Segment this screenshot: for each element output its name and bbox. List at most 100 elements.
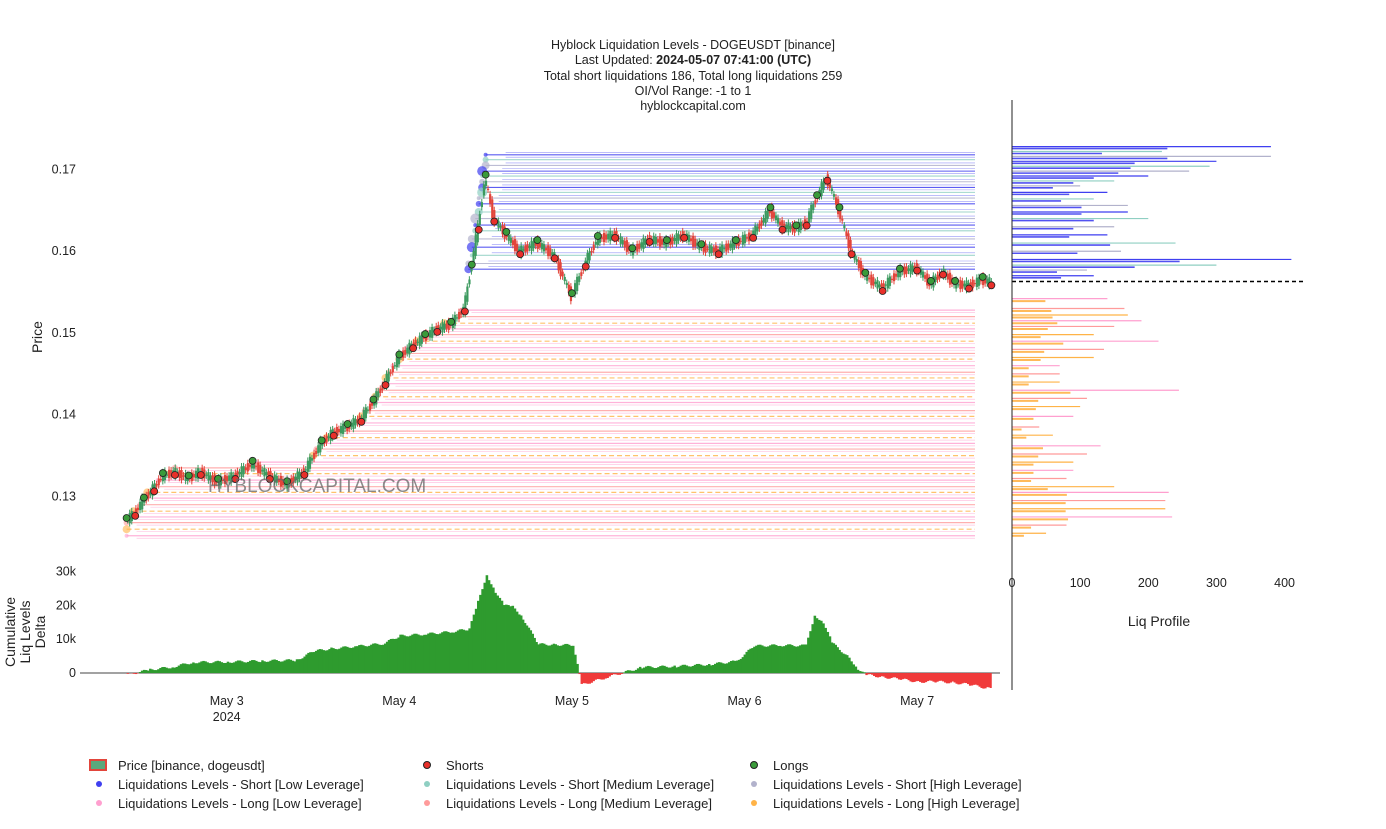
delta-bar — [989, 673, 992, 688]
delta-bar — [362, 645, 365, 674]
profile-tick-label: 0 — [1009, 576, 1016, 590]
price-candle — [673, 237, 676, 242]
price-candle — [586, 253, 589, 267]
price-candle — [350, 422, 353, 427]
delta-bar — [370, 644, 373, 674]
delta-bar — [699, 664, 703, 674]
delta-bar — [445, 631, 448, 674]
delta-bar — [882, 673, 885, 677]
short-liquidation-marker — [516, 250, 525, 259]
delta-bar — [886, 673, 889, 679]
price-candle — [621, 239, 624, 245]
legend-item-price[interactable]: Price [binance, dogeusdt] — [86, 756, 364, 775]
price-candle — [325, 435, 328, 443]
price-candle — [246, 463, 249, 472]
price-candle — [805, 220, 809, 223]
legend-item-short-low[interactable]: Liquidations Levels - Short [Low Leverag… — [86, 775, 364, 794]
delta-bar — [562, 644, 565, 674]
price-candle — [739, 240, 742, 242]
legend-item-long-high[interactable]: Liquidations Levels - Long [High Leverag… — [741, 794, 1022, 813]
price-candle — [758, 223, 761, 229]
delta-bar — [165, 667, 168, 674]
delta-bar — [336, 649, 339, 674]
delta-tick-label: 20k — [56, 598, 77, 612]
price-candle — [853, 253, 856, 260]
delta-bar — [878, 673, 882, 677]
delta-bar — [564, 643, 567, 674]
delta-bar — [161, 667, 164, 674]
liq-profile-plot[interactable] — [1012, 145, 1305, 537]
long-liquidation-marker — [122, 514, 131, 522]
delta-bar — [458, 629, 462, 674]
delta-bar — [507, 605, 510, 674]
delta-tick-label: 30k — [56, 564, 77, 578]
delta-bar — [409, 635, 412, 674]
delta-bar — [968, 673, 972, 686]
delta-bar — [967, 673, 970, 685]
delta-bar — [570, 645, 573, 674]
legend-item-long-medium[interactable]: Liquidations Levels - Long [Medium Lever… — [414, 794, 714, 813]
title-line-4: OI/Vol Range: -1 to 1 — [634, 83, 752, 98]
delta-bar — [320, 649, 324, 674]
delta-bar — [636, 668, 640, 674]
delta-bar — [677, 666, 680, 674]
price-candle — [482, 184, 486, 196]
legend-item-longs[interactable]: Longs — [741, 756, 1022, 775]
legend-item-short-high[interactable]: Liquidations Levels - Short [High Levera… — [741, 775, 1022, 794]
short-level-marker — [466, 242, 477, 253]
price-candle — [897, 269, 900, 278]
delta-bar — [263, 661, 266, 674]
price-candle — [642, 237, 645, 250]
delta-bar — [880, 673, 884, 677]
date-tick-label: May 3 — [210, 694, 244, 708]
legend-item-long-low[interactable]: Liquidations Levels - Long [Low Leverage… — [86, 794, 364, 813]
delta-bar — [626, 670, 630, 674]
price-candle — [391, 366, 394, 373]
price-candle — [822, 180, 825, 190]
price-candle — [721, 244, 724, 255]
delta-bar — [618, 673, 622, 675]
delta-bar — [787, 644, 790, 674]
last-updated-label: Last Updated: — [574, 53, 657, 68]
delta-bar — [798, 645, 802, 674]
year-tick-label: 2024 — [213, 710, 241, 724]
delta-bar — [342, 646, 345, 674]
delta-bar — [836, 647, 839, 674]
legend-item-shorts[interactable]: Shorts — [414, 756, 714, 775]
delta-bar — [647, 665, 650, 674]
delta-bar — [735, 660, 739, 674]
delta-bar — [657, 667, 660, 674]
delta-bar — [523, 622, 527, 674]
delta-bar — [959, 673, 962, 685]
price-candle — [779, 221, 782, 226]
long-liquidation-marker — [813, 191, 821, 200]
delta-bar — [460, 629, 464, 674]
legend-item-short-medium[interactable]: Liquidations Levels - Short [Medium Leve… — [414, 775, 714, 794]
price-candle — [549, 248, 552, 257]
price-plot[interactable]: HYBLOCKCAPITAL.COM — [122, 151, 996, 539]
price-candle — [557, 258, 560, 271]
delta-bar — [986, 673, 989, 688]
delta-bar — [255, 660, 258, 674]
delta-bar — [126, 673, 130, 674]
price-candle — [675, 233, 678, 244]
price-candle — [884, 284, 887, 286]
delta-bar — [922, 673, 926, 683]
price-candle — [845, 231, 848, 236]
price-candle — [892, 273, 896, 282]
delta-bar — [556, 645, 559, 674]
long-liquidation-marker — [927, 277, 935, 285]
delta-bar — [425, 634, 428, 674]
price-candle — [708, 244, 711, 254]
delta-bar — [727, 662, 731, 674]
legend-col-3: Longs Liquidations Levels - Short [High … — [741, 756, 1022, 813]
delta-bar — [683, 664, 687, 674]
cumulative-delta-plot[interactable] — [80, 575, 1000, 689]
price-candle — [764, 211, 767, 224]
profile-tick-label: 100 — [1070, 576, 1091, 590]
delta-bar — [185, 664, 189, 674]
price-candle — [689, 238, 693, 242]
price-candle — [385, 373, 388, 387]
delta-bar — [763, 646, 766, 674]
delta-bar — [332, 648, 335, 674]
